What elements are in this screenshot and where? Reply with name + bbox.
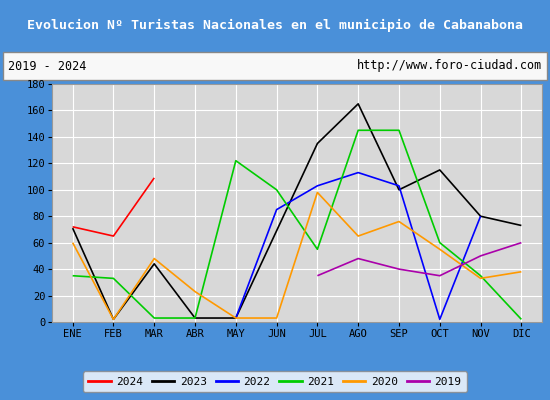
FancyBboxPatch shape: [3, 52, 547, 80]
Legend: 2024, 2023, 2022, 2021, 2020, 2019: 2024, 2023, 2022, 2021, 2020, 2019: [83, 371, 467, 392]
Text: Evolucion Nº Turistas Nacionales en el municipio de Cabanabona: Evolucion Nº Turistas Nacionales en el m…: [27, 18, 523, 32]
Text: http://www.foro-ciudad.com: http://www.foro-ciudad.com: [356, 60, 542, 72]
Text: 2019 - 2024: 2019 - 2024: [8, 60, 87, 72]
